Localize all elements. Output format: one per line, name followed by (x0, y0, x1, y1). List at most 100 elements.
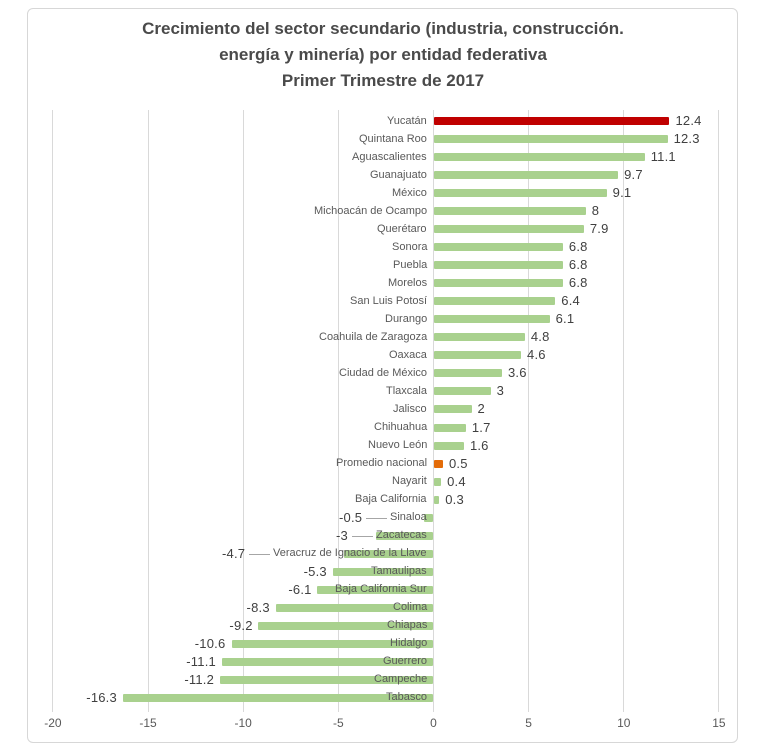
category-label: Yucatán (387, 114, 427, 127)
value-label: 6.8 (568, 239, 588, 255)
bar (433, 459, 443, 468)
bar (433, 423, 466, 432)
category-label: Baja California (355, 493, 427, 506)
category-label: Coahuila de Zaragoza (319, 330, 428, 343)
x-axis-tick-label: 5 (525, 716, 532, 730)
value-label: -3 (336, 527, 348, 543)
bar (433, 315, 550, 324)
bar (258, 621, 434, 630)
x-axis-tick-label: -5 (333, 716, 344, 730)
category-label: Michoacán de Ocampo (314, 204, 428, 217)
x-axis-tick-label: 0 (430, 716, 437, 730)
category-label: Puebla (393, 258, 428, 271)
bar (433, 369, 502, 378)
bar (433, 243, 563, 252)
value-label: -11.2 (184, 671, 215, 687)
value-label: 3.6 (508, 365, 527, 381)
leader-line (249, 554, 270, 555)
value-label: 12.4 (675, 113, 702, 128)
value-label: 6.8 (568, 275, 588, 291)
bar (433, 153, 645, 162)
category-label: Nuevo León (368, 439, 428, 452)
category-label: Veracruz de Ignacio de la Llave (273, 547, 427, 560)
value-label: -10.6 (194, 635, 226, 651)
x-axis-tick-label: -10 (234, 716, 252, 730)
value-label: -5.3 (303, 563, 327, 579)
category-label: Sinaloa (390, 511, 427, 524)
x-axis-tick-label: 15 (712, 716, 726, 730)
category-label: Nayarit (392, 475, 427, 488)
bar (433, 495, 440, 504)
category-label: Ciudad de México (339, 366, 428, 379)
gridline (338, 110, 339, 712)
bar (433, 261, 563, 270)
bar (423, 513, 434, 522)
value-label: 6.8 (568, 257, 588, 273)
category-label: Oaxaca (389, 348, 427, 361)
bar (317, 585, 434, 594)
bar (344, 549, 434, 558)
x-axis-tick-label: -20 (44, 716, 62, 730)
category-label: Hidalgo (390, 637, 428, 650)
chart-frame (27, 8, 738, 743)
bar (433, 279, 563, 288)
value-label: 0.4 (447, 473, 466, 489)
leader-line (352, 536, 373, 537)
category-label: Zacatecas (376, 529, 427, 542)
value-label: 0.5 (449, 455, 468, 471)
category-label: Campeche (374, 673, 428, 686)
value-label: -9.2 (229, 617, 253, 633)
value-label: 2 (477, 401, 485, 417)
bar (220, 675, 434, 684)
category-label: Chiapas (387, 619, 428, 632)
bar (433, 477, 442, 486)
value-label: 4.8 (530, 329, 550, 345)
value-label: 9.7 (624, 167, 643, 183)
category-label: Colima (393, 601, 428, 614)
gridline (52, 110, 53, 712)
category-label: México (392, 186, 427, 199)
bar (433, 441, 464, 450)
category-label: Sonora (392, 240, 428, 253)
gridline (718, 110, 719, 712)
value-label: 6.4 (561, 293, 580, 309)
x-axis-tick-label: -15 (139, 716, 157, 730)
category-label: Guerrero (383, 655, 428, 668)
bar (222, 657, 434, 666)
bar (433, 333, 525, 342)
category-label: San Luis Potosí (350, 294, 428, 307)
category-label: Tamaulipas (371, 565, 427, 578)
category-label: Guanajuato (370, 168, 427, 181)
value-label: 8 (591, 203, 600, 219)
category-label: Promedio nacional (336, 457, 428, 470)
bar (275, 603, 434, 612)
gridline (528, 110, 529, 712)
value-label: 7.9 (589, 221, 609, 237)
category-label: Chihuahua (374, 421, 428, 433)
category-label: Aguascalientes (352, 150, 427, 163)
chart-title-line-3: Primer Trimestre de 2017 (281, 71, 485, 90)
bar (123, 693, 434, 702)
category-label: Tabasco (386, 691, 427, 704)
value-label: 11.1 (650, 149, 676, 165)
bar (433, 189, 607, 198)
category-label: Jalisco (393, 402, 427, 415)
category-label: Querétaro (377, 222, 427, 235)
bar (433, 117, 670, 125)
category-label: Quintana Roo (359, 132, 427, 145)
chart-title-line-1: Crecimiento del sector secundario (indus… (142, 19, 624, 38)
bar (231, 639, 434, 648)
category-label: Tlaxcala (386, 384, 427, 397)
value-label: -0.5 (339, 509, 363, 525)
bar (433, 135, 668, 144)
value-label: 1.7 (471, 419, 491, 435)
bar (433, 171, 619, 180)
category-label: Durango (385, 312, 428, 325)
value-label: 9.1 (612, 185, 632, 201)
chart-title-line-2: energía y minería) por entidad federativ… (219, 45, 547, 64)
value-label: -16.3 (86, 689, 117, 705)
value-label: 4.6 (527, 347, 546, 363)
bar (433, 351, 522, 360)
value-label: -8.3 (246, 599, 270, 615)
